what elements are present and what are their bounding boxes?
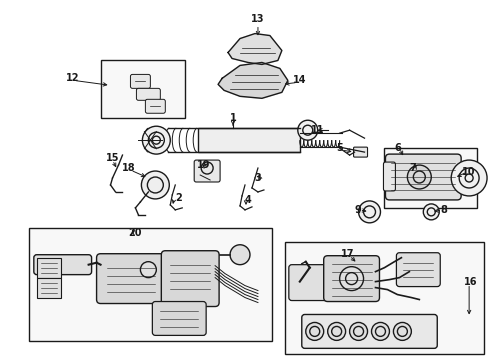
Bar bbox=[37, 258, 61, 278]
Text: 15: 15 bbox=[106, 153, 119, 163]
Text: 16: 16 bbox=[465, 276, 478, 287]
FancyBboxPatch shape bbox=[130, 75, 150, 88]
Bar bbox=[37, 278, 61, 298]
FancyBboxPatch shape bbox=[97, 254, 164, 303]
FancyBboxPatch shape bbox=[302, 315, 437, 348]
Text: 12: 12 bbox=[66, 73, 79, 84]
Text: 17: 17 bbox=[341, 249, 354, 259]
Circle shape bbox=[306, 323, 324, 340]
Circle shape bbox=[393, 323, 412, 340]
Bar bbox=[198, 128, 300, 152]
FancyBboxPatch shape bbox=[324, 256, 379, 302]
Polygon shape bbox=[228, 33, 282, 64]
Text: 4: 4 bbox=[245, 195, 251, 205]
Text: 8: 8 bbox=[441, 205, 448, 215]
Text: 10: 10 bbox=[463, 167, 476, 177]
Circle shape bbox=[102, 262, 134, 293]
FancyBboxPatch shape bbox=[161, 251, 219, 306]
FancyBboxPatch shape bbox=[289, 265, 330, 301]
Text: 3: 3 bbox=[255, 173, 261, 183]
Circle shape bbox=[451, 160, 487, 196]
Polygon shape bbox=[218, 62, 288, 98]
Text: 7: 7 bbox=[409, 163, 416, 173]
Circle shape bbox=[340, 267, 364, 291]
FancyBboxPatch shape bbox=[136, 88, 160, 100]
Circle shape bbox=[141, 262, 156, 278]
Circle shape bbox=[142, 171, 169, 199]
Circle shape bbox=[143, 126, 171, 154]
Text: 1: 1 bbox=[230, 113, 236, 123]
FancyBboxPatch shape bbox=[152, 302, 206, 336]
FancyBboxPatch shape bbox=[384, 162, 395, 191]
Circle shape bbox=[359, 201, 380, 223]
Circle shape bbox=[407, 165, 431, 189]
Circle shape bbox=[298, 120, 318, 140]
FancyBboxPatch shape bbox=[354, 147, 368, 157]
FancyBboxPatch shape bbox=[146, 99, 165, 113]
Text: 19: 19 bbox=[197, 160, 211, 170]
Circle shape bbox=[349, 323, 368, 340]
FancyBboxPatch shape bbox=[194, 160, 220, 182]
FancyBboxPatch shape bbox=[386, 154, 461, 200]
Bar bbox=[100, 60, 185, 118]
Bar bbox=[285, 242, 484, 354]
Text: 18: 18 bbox=[122, 163, 135, 173]
Text: 20: 20 bbox=[129, 228, 142, 238]
Text: 9: 9 bbox=[354, 205, 361, 215]
Text: 14: 14 bbox=[293, 75, 307, 85]
Text: 5: 5 bbox=[336, 143, 343, 153]
Bar bbox=[29, 228, 272, 341]
Circle shape bbox=[328, 323, 345, 340]
Text: 2: 2 bbox=[175, 193, 182, 203]
FancyBboxPatch shape bbox=[396, 253, 440, 287]
FancyBboxPatch shape bbox=[34, 255, 92, 275]
Text: 6: 6 bbox=[394, 143, 401, 153]
Circle shape bbox=[371, 323, 390, 340]
Text: 11: 11 bbox=[311, 125, 324, 135]
Circle shape bbox=[423, 204, 439, 220]
Bar bbox=[385, 148, 477, 208]
Text: 13: 13 bbox=[251, 14, 265, 24]
Circle shape bbox=[230, 245, 250, 265]
